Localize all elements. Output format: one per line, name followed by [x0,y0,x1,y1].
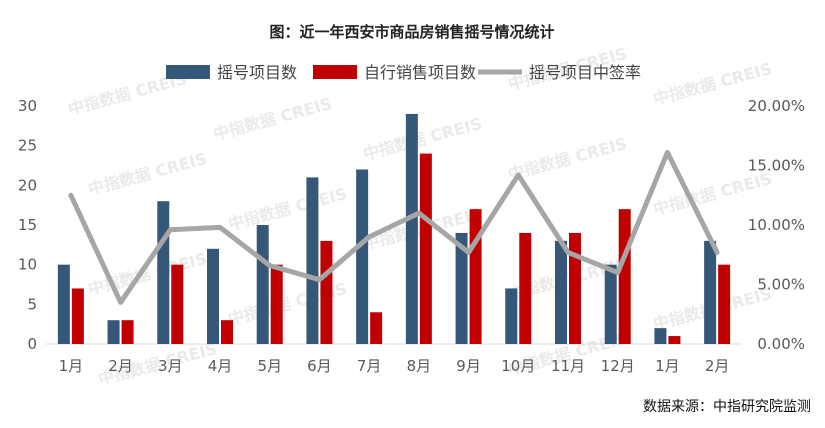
right-tick-label: 20.00% [748,97,805,115]
bar-self-sales-projects [171,264,184,344]
left-tick-label: 25 [18,137,37,155]
x-tick-label: 4月 [208,357,233,375]
x-tick-label: 2月 [705,357,730,375]
bar-self-sales-projects [270,264,283,344]
point-lottery-rate [268,264,271,267]
point-lottery-rate [368,235,371,238]
x-tick-label: 2月 [108,357,133,375]
chart-title: 图：近一年西安市商品房销售摇号情况统计 [269,23,554,41]
bar-self-sales-projects [320,240,333,344]
watermark: 中指数据 CREIS [86,249,209,299]
bar-lottery-projects [356,169,369,344]
x-tick-label: 8月 [407,357,432,375]
watermark: 中指数据 CREIS [651,169,774,219]
bar-lottery-projects [107,320,120,344]
x-tick-label: 9月 [456,357,481,375]
legend: 摇号项目数 自行销售项目数 摇号项目中签率 [166,63,641,82]
bar-lottery-projects [455,232,468,344]
left-tick-label: 5 [27,295,37,313]
bar-self-sales-projects [668,336,681,344]
right-tick-label: 5.00% [757,276,805,294]
bar-lottery-projects [207,248,219,344]
watermark: 中指数据 CREIS [86,149,209,199]
left-tick-label: 30 [18,97,37,115]
point-lottery-rate [119,301,122,304]
x-tick-label: 7月 [357,357,382,375]
rate-line [68,149,720,305]
bar-self-sales-projects [221,320,233,344]
bar-self-sales-projects [370,312,383,344]
bar-self-sales-projects [569,232,581,344]
data-source: 数据来源：中指研究院监测 [643,399,811,415]
x-tick-label: 5月 [257,357,282,375]
right-tick-label: 0.00% [757,335,805,353]
x-tick-label: 1月 [59,357,84,375]
x-axis: 1月 2月 3月 4月 5月 6月 7月 8月 9月 10月 11月 12月 1月 2月 [59,357,730,375]
point-lottery-rate [169,228,172,231]
bar-lottery-projects [604,264,617,344]
legend-label-self-sales-projects: 自行销售项目数 [364,63,476,82]
point-lottery-rate [716,251,719,254]
bar-lottery-projects [157,201,170,344]
bar-self-sales-projects [121,320,134,344]
watermark: 中指数据 CREIS [506,134,629,184]
bar-self-sales-projects [469,209,482,344]
point-lottery-rate [318,278,321,281]
legend-label-lottery-rate: 摇号项目中签率 [529,63,641,82]
point-lottery-rate [616,271,619,274]
point-lottery-rate [219,226,221,229]
line-lottery-rate [68,149,720,305]
bar-self-sales-projects [718,264,731,344]
legend-label-lottery-projects: 摇号项目数 [217,63,297,82]
point-lottery-rate [567,251,569,254]
watermark: 中指数据 CREIS [226,184,349,234]
right-tick-label: 10.00% [748,216,805,234]
x-tick-label: 10月 [501,357,535,375]
bar-lottery-projects [704,240,717,344]
bar-lottery-projects [57,264,70,344]
point-lottery-rate [417,212,420,215]
point-lottery-rate [467,251,470,254]
x-tick-label: 11月 [551,357,585,375]
watermark: 中指数据 CREIS [211,94,334,144]
bar-self-sales-projects [71,288,84,344]
x-tick-label: 1月 [655,357,680,375]
point-lottery-rate [69,194,72,197]
left-axis: 0 5 10 15 20 25 30 [18,97,37,353]
bar-lottery-projects [405,113,418,344]
left-tick-label: 10 [18,256,37,274]
bar-lottery-projects [256,225,269,344]
left-tick-label: 15 [18,216,37,234]
legend-swatch-lottery-projects [166,65,210,79]
point-lottery-rate [666,151,669,154]
left-tick-label: 20 [18,176,37,194]
bar-self-sales-projects [618,209,631,344]
bars [57,113,731,344]
bar-lottery-projects [505,288,518,344]
right-axis: 0.00% 5.00% 10.00% 15.00% 20.00% [748,97,805,353]
point-lottery-rate [517,174,520,177]
x-tick-label: 12月 [601,357,635,375]
bar-lottery-projects [654,328,667,344]
x-tick-label: 3月 [158,357,183,375]
bar-lottery-projects [555,240,567,344]
x-tick-label: 6月 [307,357,332,375]
right-tick-label: 15.00% [748,157,805,175]
bar-self-sales-projects [419,153,432,344]
left-tick-label: 0 [27,335,37,353]
bar-self-sales-projects [519,232,532,344]
legend-swatch-self-sales-projects [313,65,357,79]
bar-lottery-projects [306,177,319,344]
